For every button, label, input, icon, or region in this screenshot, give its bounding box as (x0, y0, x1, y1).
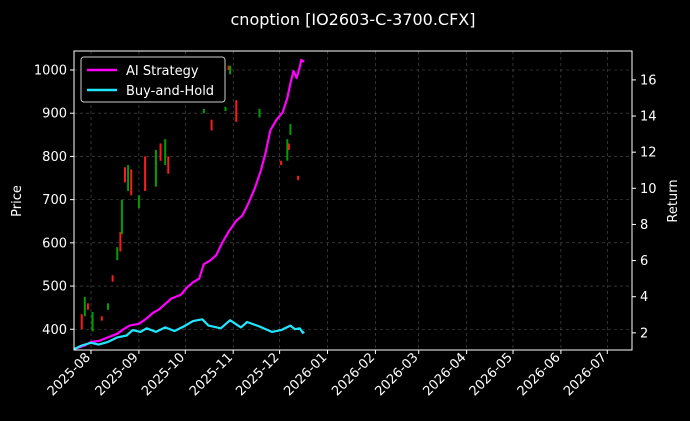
y-right-tick-label: 6 (640, 254, 648, 269)
grid (74, 51, 632, 350)
price-candle (154, 149, 157, 187)
price-candle (86, 303, 89, 310)
price-candle (167, 156, 170, 174)
price-candle (210, 119, 213, 131)
price-candle (111, 275, 114, 282)
y-right-tick-label: 2 (640, 326, 648, 341)
y-right-tick-label: 12 (640, 146, 657, 161)
legend-label-buy-and-hold: Buy-and-Hold (126, 84, 214, 99)
y-right-tick-label: 4 (640, 290, 648, 305)
price-candle (80, 314, 83, 330)
price-candle (235, 100, 238, 122)
price-candle (107, 303, 110, 310)
legend: AI Strategy Buy-and-Hold (80, 56, 226, 103)
price-candle (124, 167, 127, 183)
y-left-tick-label: 800 (42, 150, 67, 165)
price-candle (202, 108, 205, 114)
price-candle (137, 195, 140, 209)
price-candle (280, 160, 283, 166)
price-candle (120, 199, 123, 235)
price-candle (287, 143, 290, 150)
price-candle (159, 143, 162, 161)
y-right-tick-label: 10 (640, 182, 657, 197)
chart-title: cnoption [IO2603-C-3700.CFX] (231, 10, 476, 29)
price-candle (100, 316, 103, 321)
y-left-tick-label: 900 (42, 107, 67, 122)
price-candle (289, 124, 292, 135)
y-right-tick-label: 14 (640, 110, 657, 125)
price-candle (116, 247, 119, 261)
plot-frame (73, 50, 633, 351)
series-line-ai-strategy (73, 58, 305, 351)
price-candle (286, 139, 289, 161)
y-left-tick-label: 400 (42, 323, 67, 338)
price-candle (144, 156, 147, 191)
price-candle (297, 175, 300, 181)
price-candles (80, 65, 300, 332)
price-candle (258, 108, 261, 118)
price-candle (127, 165, 130, 191)
price-candle (83, 296, 86, 317)
y-left-tick-label: 1000 (34, 64, 67, 79)
series-lines (73, 58, 305, 351)
y-right-tick-label: 16 (640, 73, 657, 88)
price-candle (227, 65, 230, 71)
y-left-tick-label: 600 (42, 236, 67, 251)
y-axis-right-title: Return (666, 179, 681, 222)
price-candle (224, 106, 227, 112)
legend-label-ai-strategy: AI Strategy (126, 64, 199, 79)
price-candle (130, 169, 133, 196)
y-left-tick-label: 700 (42, 193, 67, 208)
y-axis-left-title: Price (10, 185, 25, 217)
y-left-tick-label: 500 (42, 280, 67, 295)
price-candle (91, 311, 94, 332)
y-right-tick-label: 8 (640, 218, 648, 233)
series-line-buy-and-hold (73, 318, 305, 351)
price-candle (164, 139, 167, 166)
price-candle (119, 232, 122, 252)
price-candle (229, 65, 232, 75)
